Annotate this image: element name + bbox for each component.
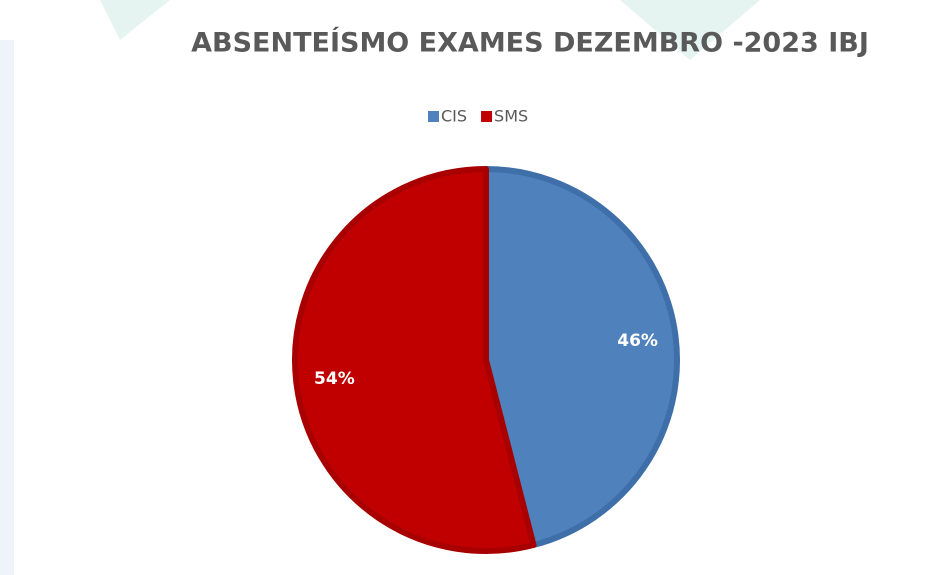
pie: 46% 54% [292, 166, 680, 554]
data-label: 46% [617, 331, 658, 351]
pie-slice [483, 166, 680, 548]
legend: CIS SMS [428, 107, 528, 126]
legend-swatch [428, 111, 439, 122]
data-label: 54% [314, 369, 355, 389]
legend-label: SMS [494, 107, 528, 126]
chart-title: ABSENTEÍSMO EXAMES DEZEMBRO -2023 IBJ [191, 27, 869, 59]
legend-swatch [481, 111, 493, 122]
legend-label: CIS [441, 107, 467, 126]
pie-slice [292, 166, 537, 554]
decoration [100, 0, 170, 40]
decoration [0, 40, 14, 575]
decoration [620, 0, 760, 60]
